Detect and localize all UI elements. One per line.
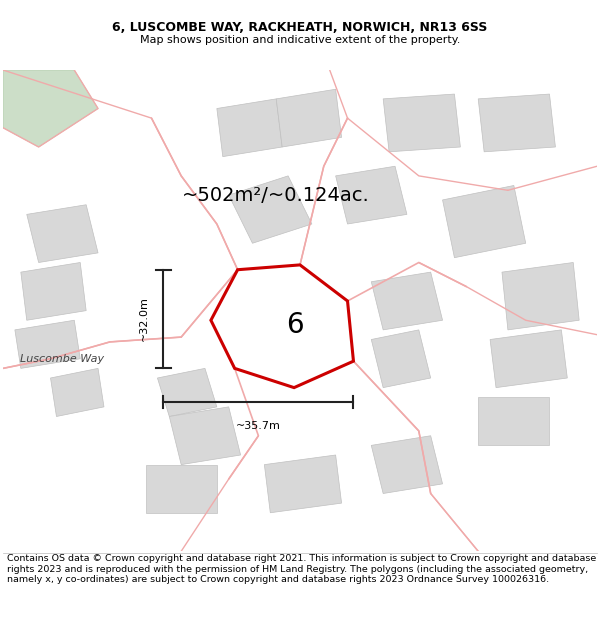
Text: Contains OS data © Crown copyright and database right 2021. This information is : Contains OS data © Crown copyright and d… — [7, 554, 596, 584]
Polygon shape — [146, 464, 217, 512]
Polygon shape — [27, 205, 98, 262]
Polygon shape — [300, 166, 597, 335]
Polygon shape — [50, 368, 104, 416]
Polygon shape — [181, 361, 478, 551]
Polygon shape — [502, 262, 579, 330]
Polygon shape — [157, 368, 217, 416]
Polygon shape — [21, 262, 86, 320]
Polygon shape — [478, 94, 556, 152]
Polygon shape — [335, 166, 407, 224]
Text: ~35.7m: ~35.7m — [236, 421, 281, 431]
Polygon shape — [276, 89, 341, 147]
Polygon shape — [15, 320, 80, 368]
Polygon shape — [371, 436, 443, 494]
Text: Map shows position and indicative extent of the property.: Map shows position and indicative extent… — [140, 35, 460, 45]
Polygon shape — [478, 398, 550, 446]
Polygon shape — [443, 186, 526, 258]
Polygon shape — [347, 262, 597, 551]
Polygon shape — [3, 337, 294, 551]
Text: 6: 6 — [286, 311, 303, 339]
Polygon shape — [229, 176, 312, 243]
Text: ~502m²/~0.124ac.: ~502m²/~0.124ac. — [182, 186, 370, 204]
Polygon shape — [3, 70, 238, 368]
Text: ~32.0m: ~32.0m — [139, 297, 149, 341]
Polygon shape — [169, 407, 241, 464]
Text: Luscombe Way: Luscombe Way — [20, 354, 104, 364]
Polygon shape — [490, 330, 568, 388]
Polygon shape — [217, 99, 282, 157]
Polygon shape — [383, 94, 460, 152]
Polygon shape — [151, 70, 347, 270]
Polygon shape — [371, 272, 443, 330]
Text: 6, LUSCOMBE WAY, RACKHEATH, NORWICH, NR13 6SS: 6, LUSCOMBE WAY, RACKHEATH, NORWICH, NR1… — [112, 21, 488, 34]
Polygon shape — [211, 265, 353, 388]
Polygon shape — [265, 455, 341, 512]
Polygon shape — [371, 330, 431, 388]
Polygon shape — [3, 70, 98, 147]
Polygon shape — [330, 70, 597, 190]
